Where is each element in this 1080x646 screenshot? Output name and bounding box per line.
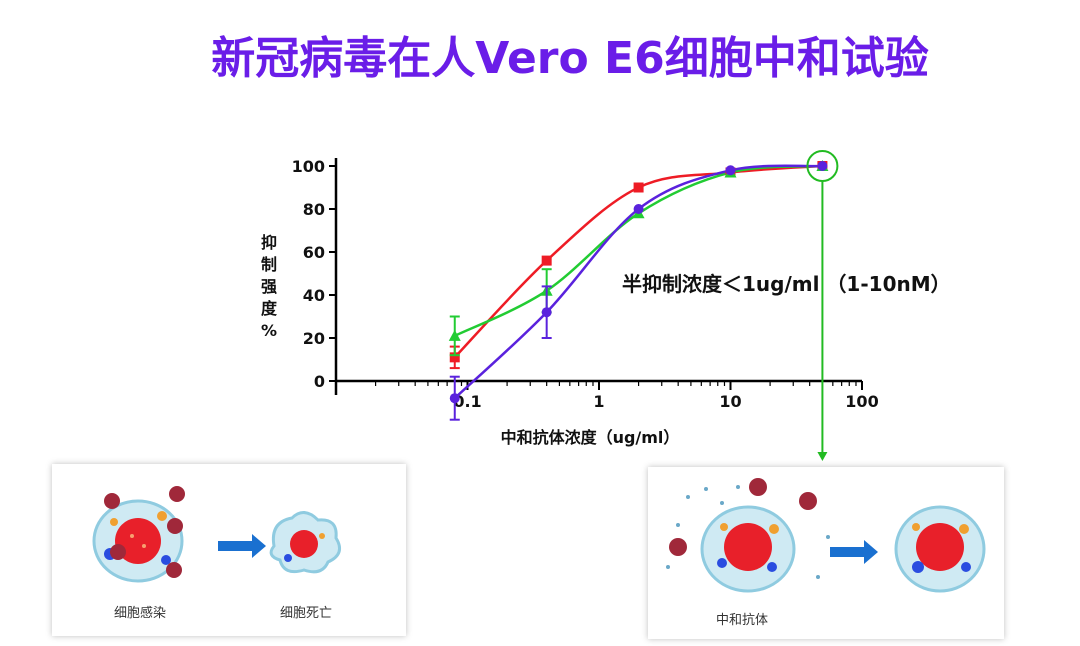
y-axis-title-char: % — [260, 321, 278, 340]
y-axis-title-char: 度 — [260, 299, 277, 318]
data-point — [448, 329, 461, 341]
label-death: 细胞死亡 — [280, 606, 333, 621]
data-point — [633, 182, 644, 193]
virus-with-antibody-icon — [669, 478, 817, 556]
data-point — [633, 204, 644, 214]
antibody-dots-icon — [666, 485, 846, 579]
data-point — [817, 161, 828, 171]
infection-illustration — [92, 486, 342, 583]
y-tick-label: 0 — [314, 372, 325, 391]
label-antibody: 中和抗体 — [716, 613, 769, 628]
chart-axes: 0 20 40 60 80 100 0.1 1 10 100 — [292, 157, 879, 411]
infected-cell-icon — [92, 486, 185, 583]
y-axis-title-char: 制 — [260, 255, 277, 274]
y-tick-label: 20 — [303, 329, 325, 348]
data-point — [541, 307, 552, 318]
data-point — [725, 165, 736, 176]
x-tick-label: 100 — [845, 392, 878, 411]
data-point — [449, 393, 460, 404]
x-axis-title: 中和抗体浓度（ug/ml） — [500, 428, 680, 447]
arrow-icon — [218, 534, 266, 558]
y-tick-label: 80 — [303, 200, 325, 219]
x-tick-label: 10 — [719, 392, 741, 411]
series-line — [453, 164, 823, 359]
y-axis-title-char: 强 — [260, 277, 277, 296]
dying-cell-icon — [269, 511, 342, 574]
label-infection: 细胞感染 — [114, 606, 167, 621]
y-axis-title: 抑制强度% — [254, 232, 284, 342]
ic50-annotation: 半抑制浓度＜1ug/ml （1-10nM） — [622, 272, 951, 296]
data-point — [449, 352, 460, 363]
infection-panel: 细胞感染 细胞死亡 — [52, 464, 406, 636]
page-title: 新冠病毒在人Vero E6细胞中和试验 — [211, 33, 929, 84]
y-tick-label: 100 — [292, 157, 325, 176]
chart-marks — [448, 160, 829, 421]
neutralization-illustration — [666, 478, 986, 593]
y-tick-label: 40 — [303, 286, 325, 305]
highlight-marker — [806, 150, 839, 461]
neutralization-panel: 中和抗体 — [648, 467, 1004, 639]
protected-cell-icon — [700, 505, 796, 593]
x-tick-label: 1 — [593, 392, 604, 411]
x-tick-label: 0.1 — [453, 392, 481, 411]
series-line — [453, 164, 823, 400]
y-tick-label: 60 — [303, 243, 325, 262]
highlight-arrow-head — [817, 452, 828, 461]
healthy-cell-icon — [894, 505, 986, 593]
arrow-icon — [830, 540, 878, 564]
y-axis-title-char: 抑 — [260, 233, 277, 252]
data-point — [541, 255, 552, 266]
